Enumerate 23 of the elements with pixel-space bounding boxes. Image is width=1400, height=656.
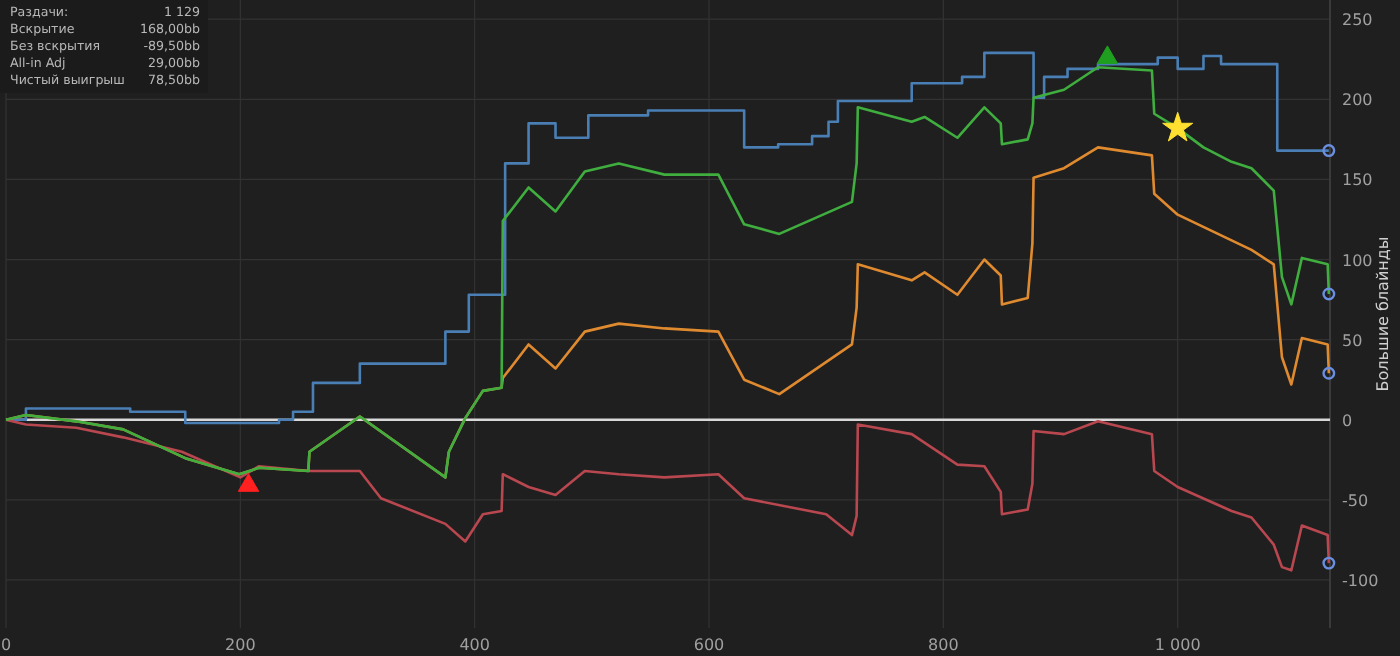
y-tick-label: 150 [1342, 171, 1373, 190]
x-tick-label: 600 [693, 636, 725, 654]
point [1322, 287, 1336, 301]
x-tick-label: 400 [459, 636, 490, 654]
y-tick-label: -100 [1342, 571, 1379, 590]
point [237, 473, 260, 492]
y-tick-label: 0 [1342, 411, 1353, 430]
y-tick-label: 250 [1342, 11, 1373, 30]
x-tick-label: 0 [0, 636, 12, 654]
point [1322, 556, 1336, 570]
y-axis-title: Большие блайнды [1374, 236, 1392, 392]
point [1096, 45, 1119, 65]
point [1322, 366, 1336, 380]
y-tick-label: 50 [1342, 331, 1363, 350]
y-tick-label: 200 [1342, 91, 1373, 110]
point [1322, 144, 1336, 158]
y-tick-label: -50 [1342, 491, 1369, 510]
x-tick-label: 1 000 [1154, 636, 1201, 654]
x-tick-label: 200 [225, 636, 256, 654]
point [1162, 111, 1194, 142]
line-series [4, 418, 1331, 572]
x-tick-label: 800 [928, 636, 959, 654]
y-tick-label: 100 [1342, 251, 1373, 270]
